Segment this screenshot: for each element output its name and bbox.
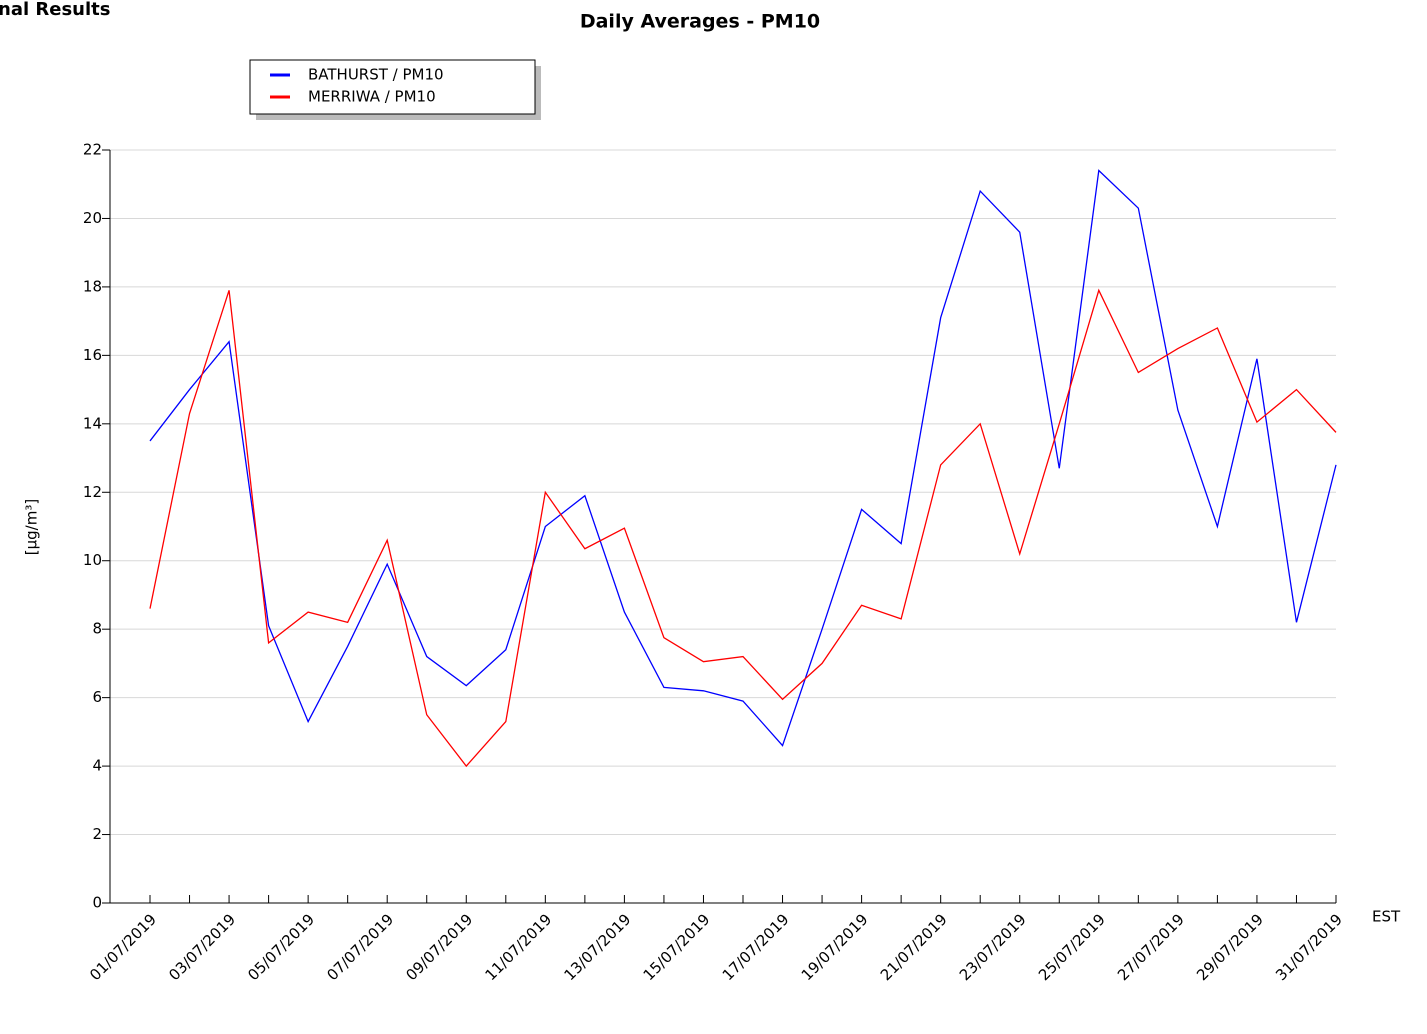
y-tick-label: 2 (92, 825, 102, 843)
y-axis-label: [µg/m³] (23, 499, 41, 555)
x-tick-label: 07/07/2019 (323, 910, 397, 984)
x-tick-label: 19/07/2019 (798, 910, 872, 984)
x-tick-label: 25/07/2019 (1035, 910, 1109, 984)
x-tick-label: 11/07/2019 (481, 910, 555, 984)
x-tick-label: 23/07/2019 (956, 910, 1030, 984)
x-tick-label: 21/07/2019 (877, 910, 951, 984)
y-tick-label: 6 (92, 688, 102, 706)
x-tick-label: 31/07/2019 (1272, 910, 1346, 984)
y-tick-label: 10 (83, 551, 102, 569)
x-tick-label: 17/07/2019 (719, 910, 793, 984)
y-tick-label: 14 (83, 414, 102, 432)
chart-title: Daily Averages - PM10 (580, 11, 820, 33)
x-tick-label: 01/07/2019 (86, 910, 160, 984)
x-tick-label: 27/07/2019 (1114, 910, 1188, 984)
y-tick-label: 0 (92, 894, 102, 912)
x-tick-label: 05/07/2019 (244, 910, 318, 984)
y-tick-label: 4 (92, 757, 102, 775)
x-tick-label: 09/07/2019 (402, 910, 476, 984)
page-heading: nal Results (0, 0, 110, 20)
x-tick-label: 15/07/2019 (640, 910, 714, 984)
y-tick-label: 22 (83, 141, 102, 159)
y-tick-label: 16 (83, 346, 102, 364)
legend-label: MERRIWA / PM10 (308, 88, 436, 106)
y-tick-label: 20 (83, 209, 102, 227)
legend-label: BATHURST / PM10 (308, 66, 444, 84)
y-tick-label: 8 (92, 620, 102, 638)
x-tick-label: 03/07/2019 (165, 910, 239, 984)
series-line (149, 288, 1337, 768)
y-tick-label: 18 (83, 277, 102, 295)
y-tick-label: 12 (83, 483, 102, 501)
x-axis-label: EST (1372, 908, 1401, 926)
legend (249, 59, 536, 115)
x-tick-label: 29/07/2019 (1193, 910, 1267, 984)
series-line (149, 169, 1337, 747)
x-tick-label: 13/07/2019 (561, 910, 635, 984)
